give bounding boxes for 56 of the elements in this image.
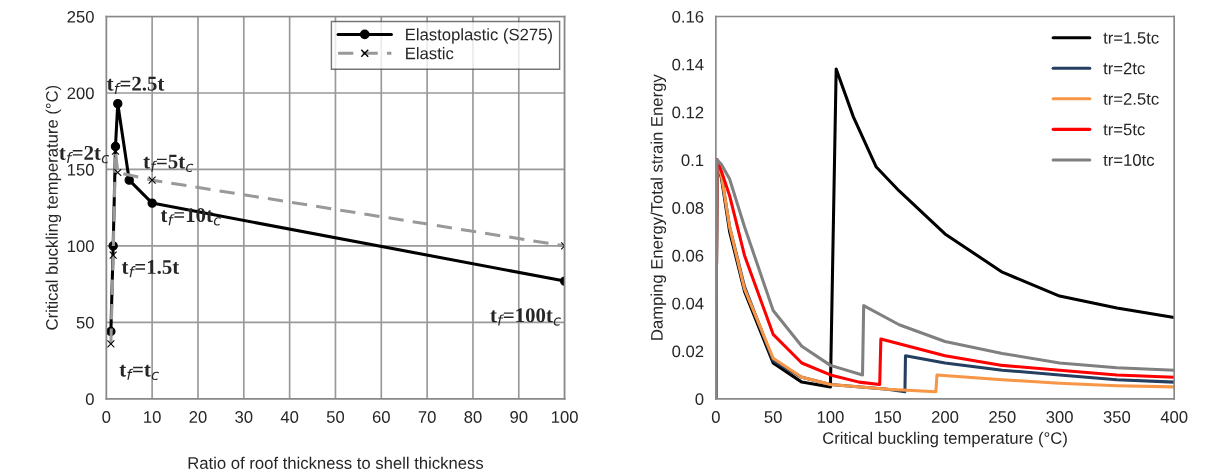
y-tick-label: 50 bbox=[76, 316, 94, 329]
y-tick-label: 0.08 bbox=[672, 202, 704, 214]
annotation: t$_{f}$=100t$_{c}$ bbox=[490, 308, 561, 326]
y-tick-label: 250 bbox=[67, 10, 94, 23]
x-tick-label: 300 bbox=[1046, 411, 1073, 423]
x-tick-label: 100 bbox=[551, 411, 578, 423]
y-tick-label: 100 bbox=[67, 240, 94, 253]
y-axis-title: Damping Energy/Total strain Energy bbox=[650, 74, 667, 340]
x-tick-label: 50 bbox=[764, 411, 782, 423]
y-tick-label: 0.16 bbox=[672, 10, 704, 23]
legend-label: tr=10tc bbox=[1103, 154, 1155, 166]
y-tick-label: 200 bbox=[67, 87, 94, 100]
y-tick-label: 0.14 bbox=[672, 58, 704, 71]
annotation: t$_{f}$=1.5t bbox=[121, 260, 180, 278]
x-tick-label: 250 bbox=[989, 411, 1016, 423]
x-tick-label: 50 bbox=[326, 411, 345, 423]
x-tick-label: 90 bbox=[510, 411, 528, 423]
point bbox=[124, 175, 134, 185]
y-tick-label: 0.12 bbox=[672, 106, 704, 119]
legend-label: tr=2tc bbox=[1103, 62, 1145, 75]
y-tick-label: 0.06 bbox=[672, 249, 704, 262]
x-tick-label: 10 bbox=[144, 411, 161, 423]
y-tick-label: 0.1 bbox=[681, 154, 704, 167]
annotation: t$_{f}$=t$_{c}$ bbox=[119, 364, 159, 381]
y-tick-label: 0 bbox=[695, 393, 704, 406]
point bbox=[147, 198, 157, 208]
legend-label: tr=1.5tc bbox=[1103, 32, 1159, 44]
x-tick-label: 0 bbox=[102, 411, 111, 423]
y-tick-label: 0.02 bbox=[672, 345, 704, 358]
y-axis-title: Critical buckling temperature (°C) bbox=[45, 85, 62, 330]
x-axis-title: Critical buckling temperature (°C) bbox=[823, 431, 1067, 448]
y-tick-label: 150 bbox=[67, 163, 94, 176]
legend-label: Elastoplastic (S275) bbox=[406, 28, 552, 44]
x-tick-label: 100 bbox=[817, 411, 844, 423]
x-tick-label: 20 bbox=[189, 411, 207, 423]
x-tick-label: 400 bbox=[1160, 411, 1188, 423]
legend-label: Elastic bbox=[406, 47, 454, 60]
y-tick-label: 0.04 bbox=[672, 297, 704, 310]
legend-label: tr=5tc bbox=[1103, 123, 1145, 136]
x-tick-label: 80 bbox=[464, 411, 482, 423]
y-tick-label: 0 bbox=[85, 393, 94, 406]
x-tick-label: 30 bbox=[235, 411, 253, 423]
legend-label: tr=2.5tc bbox=[1103, 93, 1159, 105]
point bbox=[113, 99, 123, 109]
x-tick-label: 350 bbox=[1103, 411, 1131, 423]
annotation: t$_{f}$=10t$_{c}$ bbox=[160, 208, 221, 226]
annotation: t$_{f}$=2.5t bbox=[106, 76, 165, 94]
x-tick-label: 40 bbox=[280, 411, 299, 423]
x-tick-label: 200 bbox=[931, 411, 959, 423]
x-tick-label: 60 bbox=[372, 411, 390, 423]
x-tick-label: 70 bbox=[418, 411, 436, 423]
x-tick-label: 150 bbox=[875, 411, 901, 423]
annotation: t$_{f}$=2t$_{c}$ bbox=[59, 145, 109, 164]
x-tick-label: 0 bbox=[711, 411, 720, 423]
annotation: t$_{f}$=5t$_{c}$ bbox=[143, 154, 194, 173]
x-axis-title: Ratio of roof thickness to shell thickness bbox=[188, 456, 484, 469]
